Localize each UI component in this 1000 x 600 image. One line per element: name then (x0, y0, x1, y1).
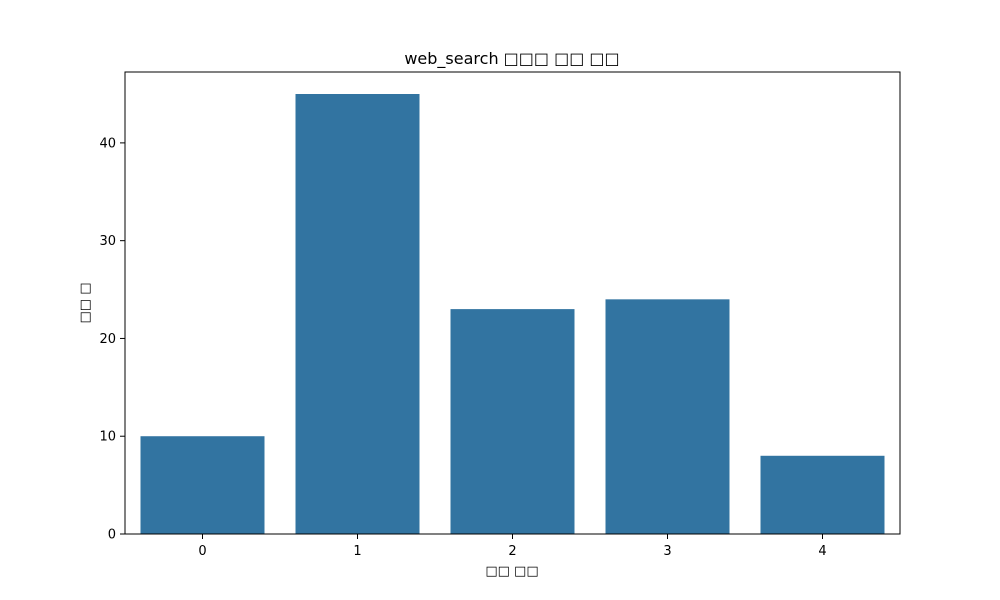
y-axis-label: □□ □ (78, 283, 93, 324)
x-tick-label: 2 (508, 544, 516, 559)
y-tick-label: 20 (99, 332, 116, 347)
bar-4 (760, 455, 885, 534)
x-tick-label: 3 (663, 544, 671, 559)
x-axis-ticks: 0 1 2 3 4 (198, 534, 827, 559)
y-tick-label: 0 (108, 528, 116, 543)
bar-1 (295, 94, 420, 534)
y-tick-label: 30 (99, 234, 116, 249)
y-axis-ticks: 0 10 20 30 40 (99, 136, 125, 543)
x-tick-label: 0 (198, 544, 206, 559)
y-tick-label: 10 (99, 430, 116, 445)
x-axis-label: □□ □□ (485, 564, 538, 579)
bar-0 (140, 436, 265, 534)
bar-2 (450, 309, 575, 534)
x-tick-label: 1 (353, 544, 361, 559)
bars-group (140, 94, 885, 534)
bar-3 (605, 299, 730, 534)
chart-title: web_search □□□ □□ □□ (404, 49, 619, 69)
x-tick-label: 4 (818, 544, 826, 559)
y-tick-label: 40 (99, 136, 116, 151)
